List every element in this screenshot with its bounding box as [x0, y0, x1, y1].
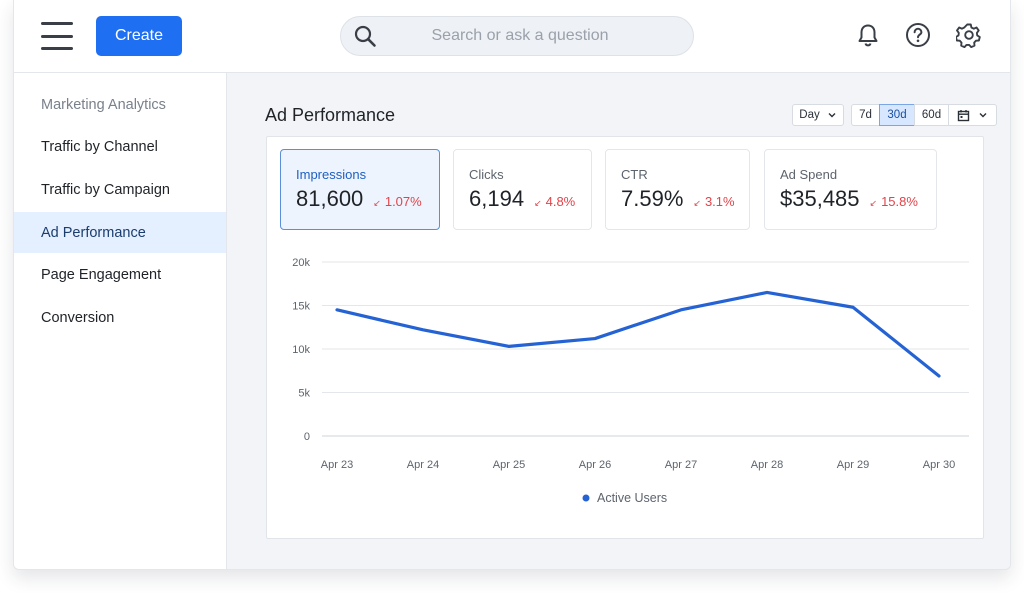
sidebar-item-ad-performance[interactable]: Ad Performance — [14, 212, 226, 253]
metric-value: 81,600 — [296, 186, 364, 211]
range-30d-button[interactable]: 30d — [879, 104, 915, 126]
range-label: 7d — [859, 109, 872, 121]
sidebar-item-label: Page Engagement — [41, 266, 162, 283]
main-content: Ad Performance Day 7d 30d 60d — [227, 73, 1010, 569]
down-arrow-icon: ↙ — [869, 198, 878, 208]
metric-card-clicks[interactable]: Clicks 6,194 ↙ 4.8% — [453, 149, 592, 230]
line-chart: 0 5k 10k 15k 20k Apr 23 Apr 24 Apr 25 Apr 26 Apr … — [267, 247, 985, 540]
metric-label: CTR — [621, 167, 648, 182]
range-60d-button[interactable]: 60d — [914, 104, 949, 126]
y-tick-label: 15k — [292, 301, 310, 313]
metric-delta: 4.8% — [545, 194, 576, 209]
legend-label: Active Users — [597, 491, 667, 505]
metric-label: Impressions — [296, 167, 367, 182]
down-arrow-icon: ↙ — [693, 198, 701, 208]
app-window: Create Marketing Analytics Traffic by Ch… — [13, 0, 1011, 570]
y-tick-label: 0 — [304, 431, 310, 443]
granularity-select[interactable]: Day — [792, 104, 844, 126]
top-bar: Create — [14, 0, 1010, 73]
bell-icon[interactable] — [855, 22, 881, 48]
chart-svg: 0 5k 10k 15k 20k Apr 23 Apr 24 Apr 25 Apr 26 Apr … — [292, 257, 969, 505]
menu-icon[interactable] — [41, 22, 75, 50]
granularity-value: Day — [799, 109, 820, 121]
sidebar-item-page-engagement[interactable]: Page Engagement — [14, 254, 226, 295]
range-7d-button[interactable]: 7d — [851, 104, 880, 126]
x-tick-label: Apr 27 — [665, 459, 697, 471]
y-tick-label: 5k — [298, 388, 310, 400]
x-tick-label: Apr 26 — [579, 459, 611, 471]
metric-delta: 1.07% — [384, 194, 422, 209]
x-tick-label: Apr 29 — [837, 459, 869, 471]
metric-card-ctr[interactable]: CTR 7.59% ↙ 3.1% — [605, 149, 750, 230]
chevron-down-icon — [979, 113, 987, 118]
gear-icon[interactable] — [956, 22, 982, 48]
y-tick-label: 20k — [292, 257, 310, 269]
date-picker-button[interactable] — [948, 104, 997, 126]
sidebar-item-label: Traffic by Channel — [41, 138, 158, 155]
help-icon[interactable] — [905, 22, 931, 48]
down-arrow-icon: ↙ — [373, 198, 381, 208]
metric-label: Ad Spend — [780, 167, 838, 182]
search-input[interactable] — [377, 27, 693, 45]
search-bar[interactable] — [340, 16, 694, 56]
metric-card-impressions[interactable]: Impressions 81,600 ↙ 1.07% — [280, 149, 440, 230]
x-tick-label: Apr 24 — [407, 459, 439, 471]
x-tick-label: Apr 28 — [751, 459, 783, 471]
metric-value: 6,194 — [469, 186, 525, 211]
create-button[interactable]: Create — [96, 16, 182, 56]
range-label: 60d — [921, 109, 942, 121]
page-title: Ad Performance — [265, 105, 396, 125]
search-icon — [354, 25, 376, 47]
calendar-icon — [957, 109, 970, 121]
sidebar-item-label: Ad Performance — [41, 224, 146, 241]
legend-marker — [582, 494, 590, 502]
sidebar-item-label: Conversion — [41, 309, 115, 326]
metric-value: $35,485 — [780, 186, 860, 211]
down-arrow-icon: ↙ — [534, 198, 542, 208]
y-tick-label: 10k — [292, 344, 310, 356]
sidebar-item-traffic-by-campaign[interactable]: Traffic by Campaign — [14, 169, 226, 210]
metric-value: 7.59% — [621, 186, 684, 211]
x-tick-label: Apr 25 — [493, 459, 525, 471]
sidebar-item-traffic-by-channel[interactable]: Traffic by Channel — [14, 126, 226, 167]
sidebar-item-label: Traffic by Campaign — [41, 181, 170, 198]
metric-delta: 15.8% — [881, 194, 918, 209]
x-tick-label: Apr 30 — [923, 459, 955, 471]
chart-panel: Impressions 81,600 ↙ 1.07% Clicks 6,194 ↙… — [266, 136, 984, 539]
series-line — [335, 290, 941, 378]
sidebar-item-conversion[interactable]: Conversion — [14, 297, 226, 338]
range-label: 30d — [887, 109, 907, 121]
x-tick-label: Apr 23 — [321, 459, 353, 471]
sidebar: Marketing Analytics Traffic by Channel T… — [14, 73, 227, 569]
chevron-down-icon — [828, 113, 836, 118]
metric-card-ad-spend[interactable]: Ad Spend $35,485 ↙ 15.8% — [764, 149, 937, 230]
metric-delta: 3.1% — [704, 194, 735, 209]
metric-label: Clicks — [469, 167, 504, 182]
sidebar-section-title: Marketing Analytics — [41, 97, 166, 113]
